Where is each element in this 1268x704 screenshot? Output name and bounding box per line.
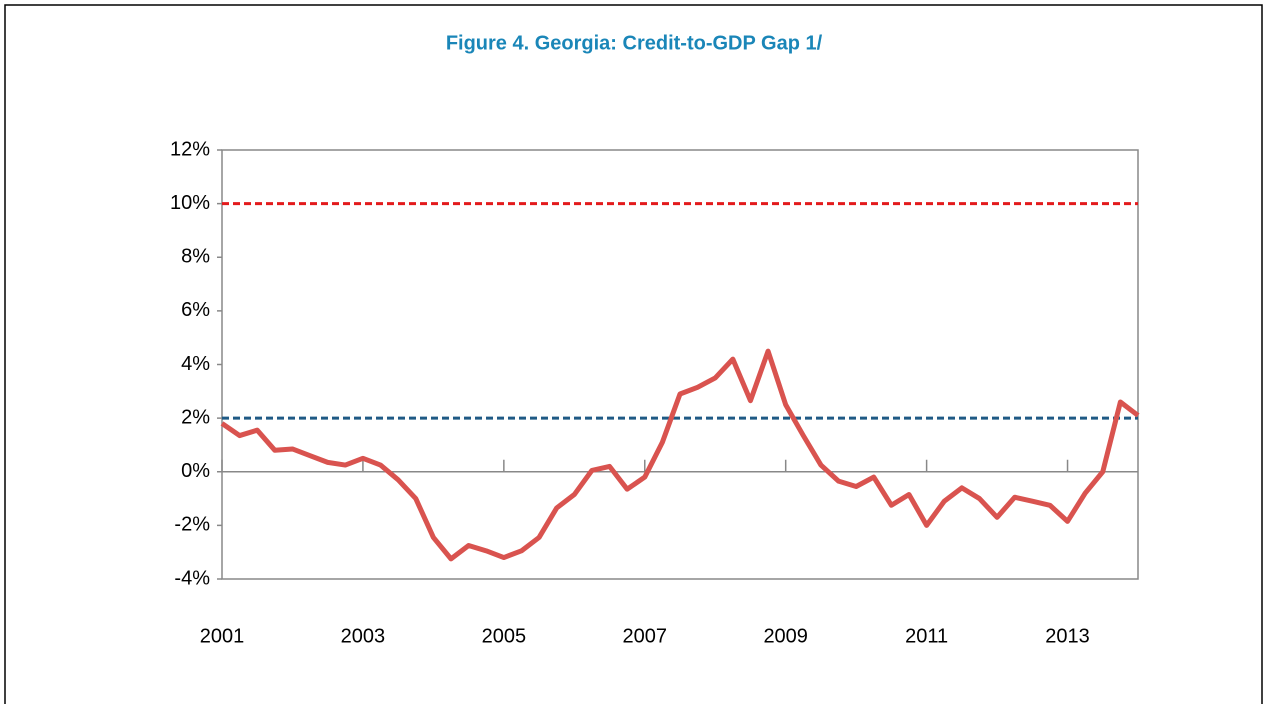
y-tick-label: 6% [181,299,210,321]
x-tick-label: 2005 [482,625,527,647]
y-tick-label: 12% [170,138,210,160]
y-tick-label: 0% [181,460,210,482]
x-tick-label: 2001 [200,625,245,647]
x-tick-label: 2013 [1045,625,1090,647]
y-tick-label: -4% [174,567,210,589]
x-tick-label: 2009 [763,625,808,647]
x-tick-label: 2003 [341,625,386,647]
frame [4,4,1263,704]
y-tick-label: 4% [181,353,210,375]
x-tick-label: 2011 [905,625,948,647]
y-tick-label: -2% [174,514,210,536]
y-tick-label: 10% [170,192,210,214]
x-tick-label: 2007 [623,625,668,647]
data-line [220,348,1140,562]
chart-title: Figure 4. Georgia: Credit-to-GDP Gap 1/ [446,32,823,54]
y-tick-label: 2% [181,406,210,428]
y-tick-label: 8% [181,246,210,268]
